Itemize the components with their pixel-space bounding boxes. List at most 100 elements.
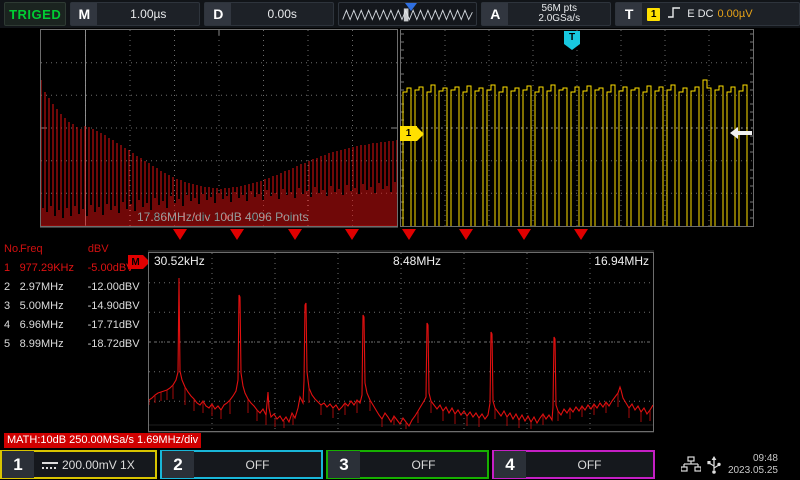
fft-bottom-graticule [149, 253, 653, 431]
fft-bottom-top-ticks [148, 250, 654, 252]
trigger-status-text: TRIGED [9, 6, 62, 22]
channel-4-number: 4 [494, 451, 526, 478]
peak-freq: 6.96MHz [19, 319, 64, 331]
system-status-area: 09:48 2023.05.25 [658, 450, 782, 479]
peak-dbv: -17.71dBV [87, 319, 140, 331]
delay-control[interactable]: D 0.00s [204, 2, 335, 26]
fft-bottom-plot[interactable]: 30.52kHz 8.48MHz 16.94MHz [148, 252, 654, 432]
waveform-graticule [401, 30, 753, 226]
channel1-waveform-plot[interactable]: T [400, 29, 754, 227]
table-row[interactable]: 5 8.99MHz -18.72dBV [4, 335, 144, 354]
math-info-bar[interactable]: MATH:10dB 250.00MSa/s 1.69MHz/div [4, 433, 202, 448]
acquire-control[interactable]: A 56M pts 2.0GSa/s [481, 2, 612, 26]
fft-top-plot[interactable]: 17.86MHz/div 10dB 4096 Points [40, 29, 398, 227]
delay-value: 0.00s [267, 7, 297, 21]
channel-3-label: OFF [411, 457, 436, 472]
channel-3-number: 3 [328, 451, 360, 478]
rising-edge-icon [665, 6, 683, 22]
clock-date: 2023.05.25 [727, 464, 778, 476]
waveform-overview-icon [342, 8, 473, 22]
peak-header-dbv: dBV [87, 243, 109, 255]
peak-frequency-table: No. Freq dBV 1 977.29KHz -5.00dBV 2 2.97… [4, 240, 144, 354]
trigger-marker-label: T [564, 31, 580, 44]
usb-icon[interactable] [706, 455, 722, 474]
fft-peak-marker-row [148, 229, 654, 243]
memory-overview-widget[interactable] [338, 2, 478, 26]
table-row[interactable]: 3 5.00MHz -14.90dBV [4, 297, 144, 316]
channel-2-label: OFF [245, 457, 270, 472]
channel-2-button[interactable]: 2 OFF [160, 450, 323, 479]
peak-marker[interactable] [517, 229, 531, 240]
channel1-pointer-label: 1 [400, 126, 417, 141]
peak-freq: 2.97MHz [19, 281, 64, 293]
delay-glyph: D [205, 3, 232, 25]
dc-coupling-icon [42, 459, 58, 470]
trigger-control[interactable]: T 1 E DC 0.00µV [615, 2, 800, 26]
peak-marker[interactable] [230, 229, 244, 240]
peak-marker[interactable] [345, 229, 359, 240]
peak-dbv: -18.72dBV [87, 338, 140, 350]
peak-header-no: No. [4, 243, 22, 255]
math-offset-pointer[interactable]: M [128, 255, 150, 269]
peak-freq: 8.99MHz [19, 338, 64, 350]
peak-freq: 977.29KHz [19, 262, 74, 274]
peak-no: 4 [4, 319, 11, 331]
acquire-glyph: A [482, 3, 509, 25]
trigger-source-badge[interactable]: 1 [647, 7, 661, 21]
trigger-marker-tip [564, 44, 580, 50]
channel-3-button[interactable]: 3 OFF [326, 450, 489, 479]
network-icon[interactable] [680, 455, 701, 474]
channel-4-label: OFF [577, 457, 602, 472]
fft-axis-label-center: 8.48MHz [393, 254, 442, 268]
peak-dbv: -5.00dBV [87, 262, 134, 274]
top-status-bar: TRIGED M 1.00µs D 0.00s A 56M pts 2.0GSa… [0, 0, 800, 28]
fft-bottom-bottom-ticks [148, 432, 654, 433]
acquire-sample-rate: 2.0GSa/s [538, 13, 581, 24]
peak-no: 5 [4, 338, 11, 350]
acquire-points: 56M pts [541, 2, 578, 14]
peak-marker[interactable] [402, 229, 416, 240]
memory-position-marker-icon [405, 3, 418, 11]
peak-marker[interactable] [574, 229, 588, 240]
channel-1-number: 1 [2, 451, 34, 478]
channel-1-settings: 200.00mV 1X [34, 458, 155, 472]
trigger-status-badge[interactable]: TRIGED [4, 2, 67, 26]
system-clock: 09:48 2023.05.25 [728, 453, 778, 477]
fft-top-graticule [41, 30, 397, 226]
peak-marker[interactable] [288, 229, 302, 240]
trigger-level-arrow-icon[interactable] [730, 126, 752, 140]
timebase-value: 1.00µs [130, 7, 167, 21]
peak-dbv: -14.90dBV [87, 300, 140, 312]
channel-bar: 1 200.00mV 1X 2 OFF 3 OFF 4 OFF [0, 449, 800, 480]
peak-marker[interactable] [173, 229, 187, 240]
trigger-mode: E DC [687, 8, 714, 20]
timebase-control[interactable]: M 1.00µs [70, 2, 201, 26]
peak-header-freq: Freq [20, 243, 43, 255]
peak-no: 2 [4, 281, 11, 293]
math-pointer-label: M [128, 255, 143, 269]
table-row[interactable]: 1 977.29KHz -5.00dBV [4, 259, 144, 278]
math-pointer-tip [143, 255, 150, 269]
channel-2-number: 2 [162, 451, 194, 478]
peak-freq: 5.00MHz [19, 300, 64, 312]
channel-1-label: 200.00mV 1X [62, 457, 135, 472]
fft-top-scale-label: 17.86MHz/div 10dB 4096 Points [137, 210, 309, 224]
peak-marker[interactable] [459, 229, 473, 240]
peak-table-header: No. Freq dBV [4, 240, 144, 259]
trigger-position-marker[interactable]: T [564, 31, 580, 50]
acquire-values: 56M pts 2.0GSa/s [508, 2, 610, 25]
channel-1-button[interactable]: 1 200.00mV 1X [0, 450, 157, 479]
timebase-glyph: M [71, 3, 98, 25]
channel1-offset-pointer[interactable]: 1 [400, 126, 424, 141]
peak-no: 1 [4, 262, 11, 274]
channel-4-button[interactable]: 4 OFF [492, 450, 655, 479]
peak-dbv: -12.00dBV [87, 281, 140, 293]
fft-axis-label-left: 30.52kHz [154, 254, 205, 268]
table-row[interactable]: 2 2.97MHz -12.00dBV [4, 278, 144, 297]
trigger-glyph: T [616, 3, 643, 25]
table-row[interactable]: 4 6.96MHz -17.71dBV [4, 316, 144, 335]
fft-axis-label-right: 16.94MHz [594, 254, 649, 268]
channel1-pointer-tip [417, 126, 424, 141]
clock-time: 09:48 [752, 452, 778, 464]
